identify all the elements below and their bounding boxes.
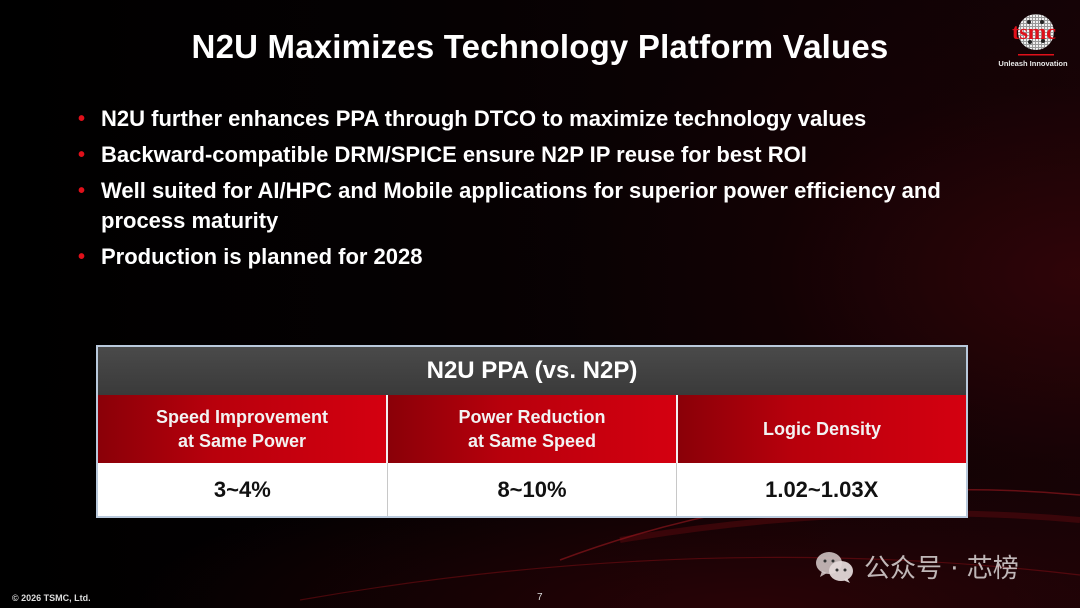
- column-header-line: Logic Density: [762, 419, 882, 439]
- bullet-item: • N2U further enhances PPA through DTCO …: [78, 104, 1038, 134]
- table-title: N2U PPA (vs. N2P): [98, 347, 966, 395]
- ppa-table: N2U PPA (vs. N2P) Speed Improvement at S…: [96, 345, 968, 518]
- column-header-speed: Speed Improvement at Same Power: [98, 395, 388, 463]
- bullet-item: • Backward-compatible DRM/SPICE ensure N…: [78, 140, 1038, 170]
- wechat-icon: [816, 551, 853, 583]
- column-header-line: at Same Speed: [467, 431, 597, 451]
- bullet-text: Production is planned for 2028: [101, 244, 423, 269]
- bullet-marker: •: [78, 144, 86, 166]
- column-header-line: at Same Power: [177, 431, 307, 451]
- value-density: 1.02~1.03X: [765, 476, 879, 502]
- table-row: 3~4% 8~10% 1.02~1.03X: [98, 463, 966, 516]
- bullet-item: • Well suited for AI/HPC and Mobile appl…: [78, 176, 1021, 236]
- bullet-marker: •: [78, 246, 86, 268]
- bullet-marker: •: [78, 108, 86, 130]
- tsmc-logo-icon: tsmc: [1012, 14, 1056, 56]
- watermark-text: 公众号 · 芯榜: [864, 554, 1019, 584]
- column-header-power: Power Reduction at Same Speed: [388, 395, 678, 463]
- slide-title: N2U Maximizes Technology Platform Values: [191, 28, 889, 65]
- column-header-line: Speed Improvement: [155, 407, 329, 427]
- value-power: 8~10%: [388, 463, 678, 516]
- bullet-item: • Production is planned for 2028: [78, 242, 1038, 272]
- bullet-marker: •: [78, 180, 86, 202]
- bullet-list: • N2U further enhances PPA through DTCO …: [78, 104, 1038, 278]
- bullet-text: Well suited for AI/HPC and Mobile applic…: [101, 178, 941, 233]
- column-header-density: Logic Density: [678, 395, 966, 463]
- bullet-text: N2U further enhances PPA through DTCO to…: [101, 106, 867, 131]
- logo-tagline: Unleash Innovation: [998, 59, 1068, 68]
- bullet-text: Backward-compatible DRM/SPICE ensure N2P…: [101, 142, 807, 167]
- table-header-row: Speed Improvement at Same Power Power Re…: [98, 395, 966, 463]
- value-speed: 3~4%: [98, 463, 388, 516]
- watermark: 公众号 · 芯榜: [814, 548, 1019, 585]
- page-number: 7: [537, 592, 543, 603]
- copyright-text: © 2026 TSMC, Ltd.: [12, 593, 91, 603]
- column-header-line: Power Reduction: [458, 407, 606, 427]
- svg-text:tsmc: tsmc: [1012, 19, 1056, 44]
